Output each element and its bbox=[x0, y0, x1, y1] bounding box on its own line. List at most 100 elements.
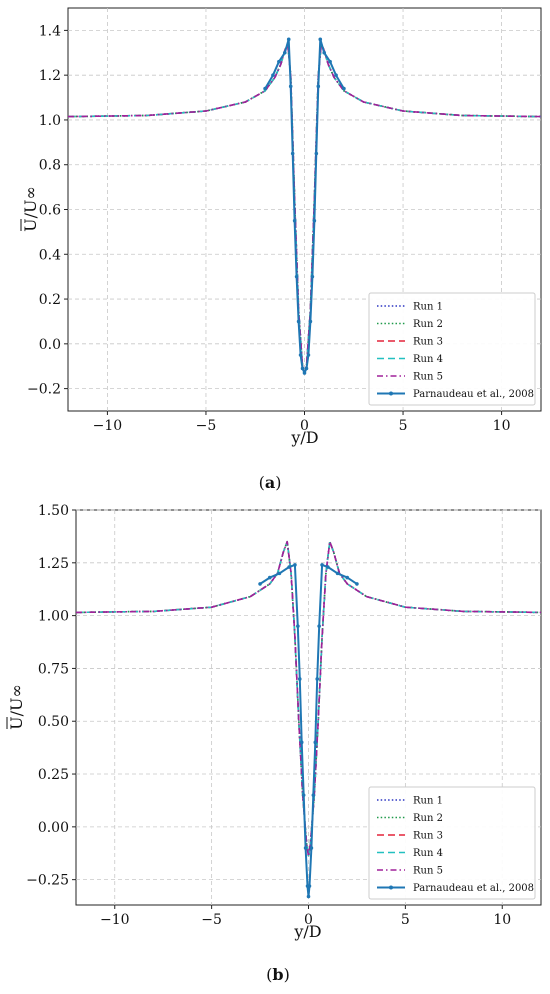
ylabel-a: U/U∞ bbox=[20, 186, 40, 232]
data-point bbox=[277, 571, 282, 576]
data-point bbox=[271, 73, 275, 77]
caption-b: (b) bbox=[266, 965, 290, 984]
legend-label: Run 3 bbox=[413, 831, 443, 842]
data-point bbox=[306, 894, 311, 899]
data-point bbox=[328, 59, 332, 64]
legend-label: Run 2 bbox=[413, 813, 443, 824]
data-point bbox=[320, 563, 324, 567]
data-point bbox=[335, 571, 340, 576]
data-point bbox=[309, 846, 314, 850]
data-point bbox=[296, 319, 301, 324]
data-point bbox=[322, 50, 327, 55]
data-point bbox=[258, 582, 262, 586]
ylabel-b: U/U∞ bbox=[6, 684, 26, 730]
data-point bbox=[310, 274, 315, 279]
y-tick-label: 1.2 bbox=[39, 68, 61, 84]
x-tick-label: 10 bbox=[493, 912, 511, 928]
y-tick-label: 0.8 bbox=[39, 158, 61, 174]
y-tick-label: 1.0 bbox=[39, 113, 61, 129]
y-tick-label: 0.25 bbox=[38, 767, 69, 783]
legend-marker bbox=[389, 391, 393, 396]
data-point bbox=[297, 677, 302, 681]
y-tick-label: 0.6 bbox=[39, 203, 61, 219]
svg-text:U/U∞: U/U∞ bbox=[21, 186, 40, 232]
data-point bbox=[315, 677, 320, 681]
xlabel-b: y/D bbox=[293, 922, 321, 941]
data-point bbox=[290, 151, 295, 156]
data-point bbox=[302, 371, 307, 375]
data-point bbox=[317, 624, 321, 628]
data-point bbox=[306, 353, 311, 357]
y-tick-label: −0.2 bbox=[27, 382, 61, 398]
x-tick-label: 5 bbox=[399, 418, 408, 434]
y-tick-label: 1.50 bbox=[38, 503, 69, 519]
legend-label: Run 2 bbox=[413, 319, 443, 330]
legend-b: Run 1 Run 2 Run 3 Run 4 Run 5 Parnaudeau et a… bbox=[368, 786, 536, 900]
data-point bbox=[288, 84, 293, 89]
data-point bbox=[296, 624, 300, 628]
svg-text:U/U∞: U/U∞ bbox=[7, 684, 26, 730]
data-point bbox=[293, 563, 297, 567]
x-tick-label: 10 bbox=[493, 418, 511, 434]
data-point bbox=[345, 575, 350, 580]
legend-label: Run 3 bbox=[413, 337, 443, 348]
data-point bbox=[318, 37, 323, 42]
y-tick-label: 0.0 bbox=[39, 337, 61, 353]
data-point bbox=[299, 740, 304, 745]
y-tick-label: 1.4 bbox=[39, 23, 61, 39]
data-point bbox=[311, 793, 316, 797]
data-point bbox=[313, 740, 318, 745]
data-point bbox=[301, 793, 306, 797]
data-point bbox=[292, 218, 297, 223]
data-point bbox=[304, 366, 309, 371]
xlabel-a: y/D bbox=[290, 428, 318, 447]
data-point bbox=[314, 151, 319, 156]
chart-panel-b: −10 −5 0 5 10 −0.25 0.00 0.25 0.50 0.75 1.00 1.25 1.… bbox=[6, 503, 542, 984]
legend-a: Run 1 Run 2 Run 3 Run 4 Run 5 Parnaudeau et a… bbox=[368, 292, 536, 406]
legend-label: Run 1 bbox=[413, 796, 443, 807]
x-tick-label: 5 bbox=[401, 912, 410, 928]
legend-label: Run 4 bbox=[413, 354, 443, 365]
data-point bbox=[267, 575, 272, 580]
data-point bbox=[286, 37, 291, 42]
data-point bbox=[308, 319, 313, 324]
x-tick-label: −10 bbox=[93, 418, 123, 434]
data-point bbox=[294, 274, 299, 279]
y-tick-label: 0.00 bbox=[38, 820, 69, 836]
data-point bbox=[263, 86, 267, 91]
data-point bbox=[307, 884, 312, 888]
y-tick-label: 1.25 bbox=[38, 556, 69, 572]
series-line-5 bbox=[75, 540, 542, 858]
legend-frame bbox=[368, 786, 536, 900]
y-tick-label: 1.00 bbox=[38, 609, 69, 625]
data-point bbox=[298, 353, 303, 357]
data-point bbox=[287, 565, 291, 569]
y-tick-label: 0.4 bbox=[39, 247, 61, 263]
data-point bbox=[334, 73, 338, 77]
y-tick-label: 0.2 bbox=[39, 292, 61, 308]
legend-label: Run 1 bbox=[413, 302, 443, 313]
x-tick-label: −5 bbox=[196, 418, 217, 434]
data-point bbox=[300, 366, 305, 371]
data-point bbox=[312, 218, 317, 223]
caption-a: (a) bbox=[259, 473, 282, 492]
legend-frame bbox=[368, 292, 536, 406]
y-tick-label: 0.50 bbox=[38, 714, 69, 730]
legend-label: Run 4 bbox=[413, 848, 443, 859]
legend-label: Run 5 bbox=[413, 866, 443, 877]
legend-label: Parnaudeau et al., 2008 bbox=[413, 883, 534, 894]
x-tick-label: −5 bbox=[201, 912, 222, 928]
data-point bbox=[326, 565, 330, 569]
x-tick-label: 0 bbox=[304, 912, 313, 928]
data-point bbox=[316, 84, 321, 89]
data-point bbox=[342, 86, 346, 91]
x-tick-label: −10 bbox=[100, 912, 130, 928]
x-tick-label: 0 bbox=[300, 418, 309, 434]
data-point bbox=[355, 582, 359, 586]
chart-panel-a: −10 −5 0 5 10 −0.2 0.0 0.2 0.4 0.6 0.8 1.0 1.2 1.4 y/… bbox=[20, 7, 542, 492]
legend-label: Run 5 bbox=[413, 372, 443, 383]
legend-label: Parnaudeau et al., 2008 bbox=[413, 389, 534, 400]
data-point bbox=[303, 846, 308, 850]
data-point bbox=[282, 50, 287, 55]
